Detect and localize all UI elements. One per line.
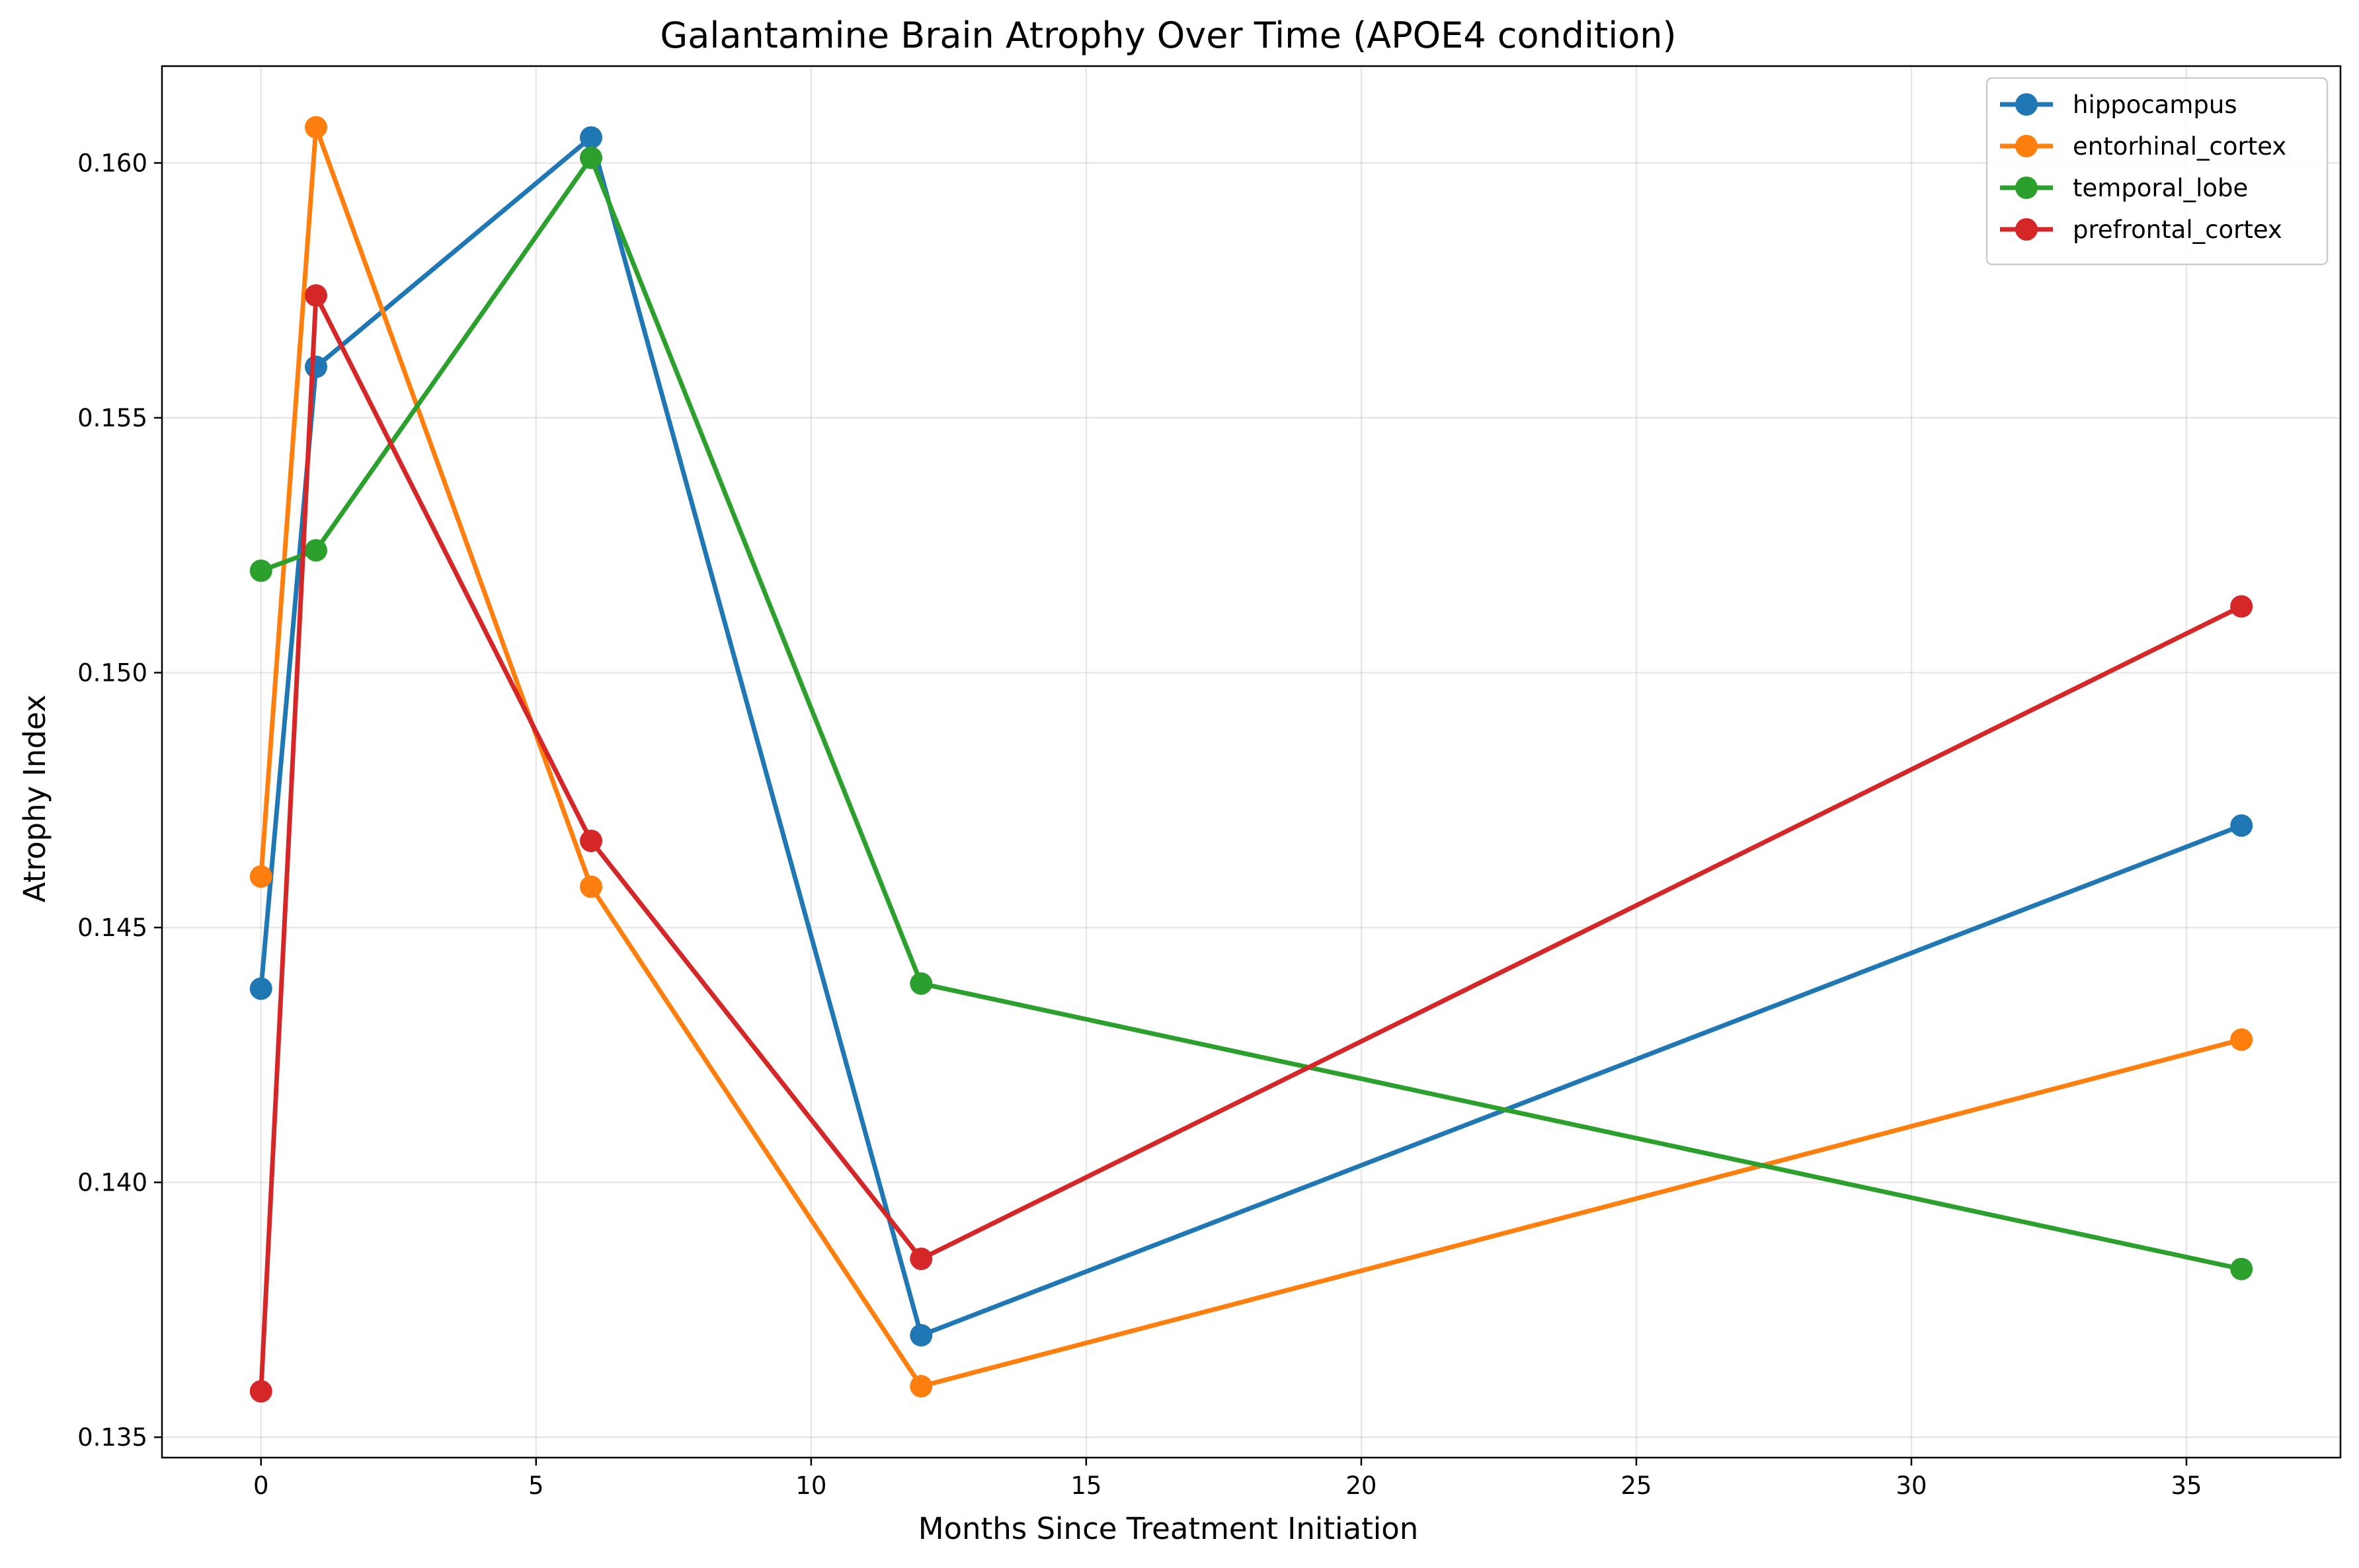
legend: hippocampus entorhinal_cortex temporal_lob…: [1985, 77, 2329, 266]
series-temporal-lobe: [249, 146, 2253, 1280]
chart-title: Galantamine Brain Atrophy Over Time (APO…: [660, 15, 1676, 56]
legend-label-prefrontal-cortex: prefrontal_cortex: [2073, 216, 2282, 244]
data-point-hippocampus: [580, 126, 603, 149]
x-tick-label: 25: [1620, 1471, 1652, 1500]
x-tick-label: 15: [1070, 1471, 1101, 1500]
y-tick-label: 0.150: [77, 659, 147, 687]
x-tick-label: 5: [528, 1471, 544, 1500]
x-tick-label: 0: [253, 1471, 269, 1500]
x-tick-label: 30: [1896, 1471, 1927, 1500]
data-point-entorhinal-cortex: [580, 875, 603, 898]
data-point-temporal-lobe: [249, 559, 272, 582]
data-point-prefrontal-cortex: [249, 1380, 272, 1403]
y-tick-label: 0.160: [77, 149, 147, 178]
data-point-hippocampus: [304, 355, 327, 378]
legend-box: [1985, 77, 2329, 266]
series-prefrontal-cortex: [249, 284, 2253, 1403]
y-tick-label: 0.140: [77, 1169, 147, 1197]
data-point-entorhinal-cortex: [249, 865, 272, 888]
legend-label-entorhinal-cortex: entorhinal_cortex: [2073, 132, 2286, 161]
legend-marker-temporal-lobe: [2015, 176, 2038, 199]
series-entorhinal-cortex: [249, 116, 2253, 1398]
legend-marker-entorhinal-cortex: [2015, 135, 2038, 157]
plot-series: [249, 116, 2253, 1403]
data-point-entorhinal-cortex: [304, 116, 327, 139]
x-axis-label: Months Since Treatment Initiation: [918, 1511, 1419, 1546]
legend-label-temporal-lobe: temporal_lobe: [2073, 174, 2248, 202]
data-point-prefrontal-cortex: [304, 284, 327, 307]
series-hippocampus: [249, 126, 2253, 1347]
data-point-hippocampus: [2230, 814, 2253, 837]
data-point-prefrontal-cortex: [580, 830, 603, 853]
x-axis-ticks: 0 5 10 15 20 25 30 35: [253, 1458, 2202, 1500]
data-point-temporal-lobe: [304, 539, 327, 562]
legend-marker-hippocampus: [2015, 93, 2038, 116]
y-axis-label: Atrophy Index: [17, 695, 52, 903]
y-tick-label: 0.155: [77, 404, 147, 432]
data-point-prefrontal-cortex: [910, 1247, 933, 1271]
y-tick-label: 0.135: [77, 1423, 147, 1452]
y-tick-label: 0.145: [77, 914, 147, 942]
data-point-temporal-lobe: [2230, 1257, 2253, 1280]
data-point-prefrontal-cortex: [2230, 595, 2253, 618]
data-point-entorhinal-cortex: [2230, 1028, 2253, 1051]
x-tick-label: 35: [2171, 1471, 2202, 1500]
x-tick-label: 10: [795, 1471, 826, 1500]
data-point-temporal-lobe: [580, 146, 603, 169]
x-tick-label: 20: [1345, 1471, 1377, 1500]
axes-frame: [161, 65, 2342, 1459]
legend-marker-prefrontal-cortex: [2015, 218, 2038, 241]
y-axis-ticks: 0.135 0.140 0.145 0.150 0.155 0.160: [77, 149, 162, 1452]
legend-label-hippocampus: hippocampus: [2073, 91, 2237, 119]
data-point-temporal-lobe: [910, 972, 933, 995]
data-point-entorhinal-cortex: [910, 1375, 933, 1398]
data-point-hippocampus: [249, 977, 272, 1000]
data-point-hippocampus: [910, 1323, 933, 1347]
